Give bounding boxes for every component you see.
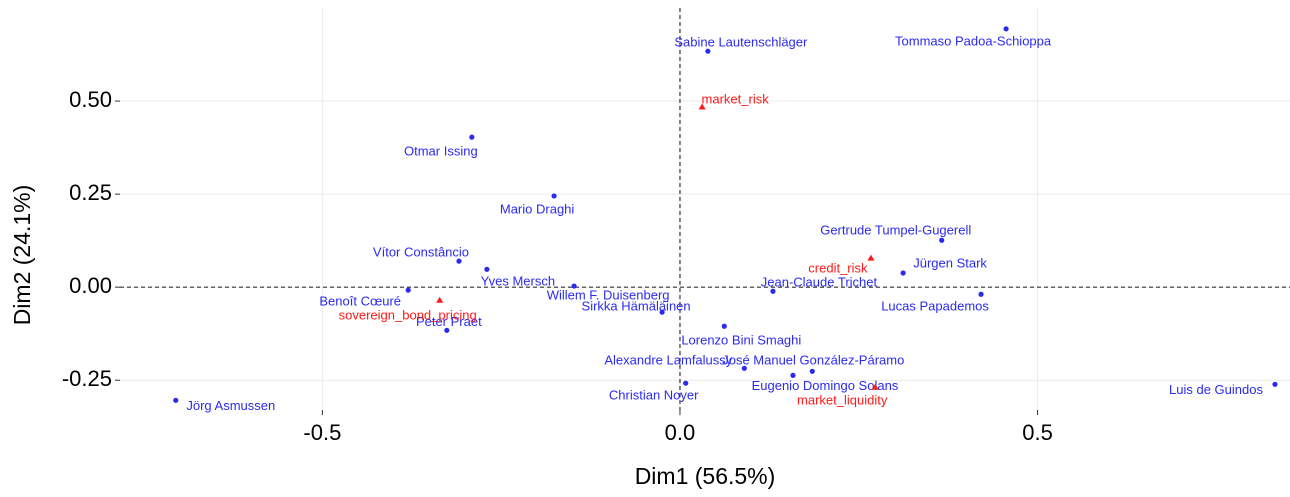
point [571,283,577,289]
point-label: Jean-Claude Trichet [761,275,878,290]
point [551,193,557,199]
point-label: market_liquidity [797,393,888,408]
x-tick-label: 0.0 [665,420,696,445]
point-label: Yves Mersch [481,274,555,289]
point [939,237,945,243]
y-axis-title: Dim2 (24.1%) [9,185,35,326]
point-label: Peter Praet [416,314,482,329]
x-tick-label: -0.5 [303,420,341,445]
point [1272,381,1278,387]
point [721,323,727,329]
point [790,372,796,378]
x-tick-label: 0.5 [1022,420,1053,445]
point-label: Lorenzo Bini Smaghi [681,333,801,348]
point [456,258,462,264]
point-label: Vítor Constâncio [373,245,469,260]
point-label: Eugenio Domingo Solans [752,378,899,393]
point [1003,26,1009,32]
point [867,254,875,261]
point [871,383,879,390]
point [698,103,706,110]
point-label: Otmar Issing [404,144,478,159]
point-label: credit_risk [808,261,868,276]
point [683,380,689,386]
point [405,287,411,293]
point-label: Sirkka Hämäläinen [582,299,691,314]
point [978,291,984,297]
y-tick-label: 0.50 [69,87,112,112]
point-label: Lucas Papademos [881,299,989,314]
point [741,365,747,371]
point-label: Gertrude Tumpel-Gugerell [820,223,971,238]
point-label: Sabine Lautenschläger [674,35,808,50]
point-label: Mario Draghi [500,201,575,216]
point-label: Christian Noyer [609,388,699,403]
point [173,397,179,403]
x-axis-title: Dim1 (56.5%) [635,463,776,489]
point [705,48,711,54]
point-label: market_risk [702,91,770,106]
point-label: Tommaso Padoa-Schioppa [895,33,1052,48]
point-label: Willem F. Duisenberg [547,287,670,302]
point-label: Luis de Guindos [1169,382,1263,397]
point [770,288,776,294]
point-label: Jörg Asmussen [186,398,275,413]
point-label: Benoît Cœuré [319,294,401,309]
y-tick-label: 0.25 [69,180,112,205]
point-label: Alexandre Lamfalussy [604,353,732,368]
point [444,327,450,333]
point [484,266,490,272]
point-label: Jürgen Stark [913,255,987,270]
point-label: José Manuel González-Páramo [722,353,904,368]
point [436,296,444,303]
point-label: sovereign_bond_pricing [339,308,477,323]
y-tick-label: 0.00 [69,273,112,298]
point [469,134,475,140]
y-tick-label: -0.25 [62,366,112,391]
point [900,270,906,276]
point [659,309,665,315]
point [809,368,815,374]
